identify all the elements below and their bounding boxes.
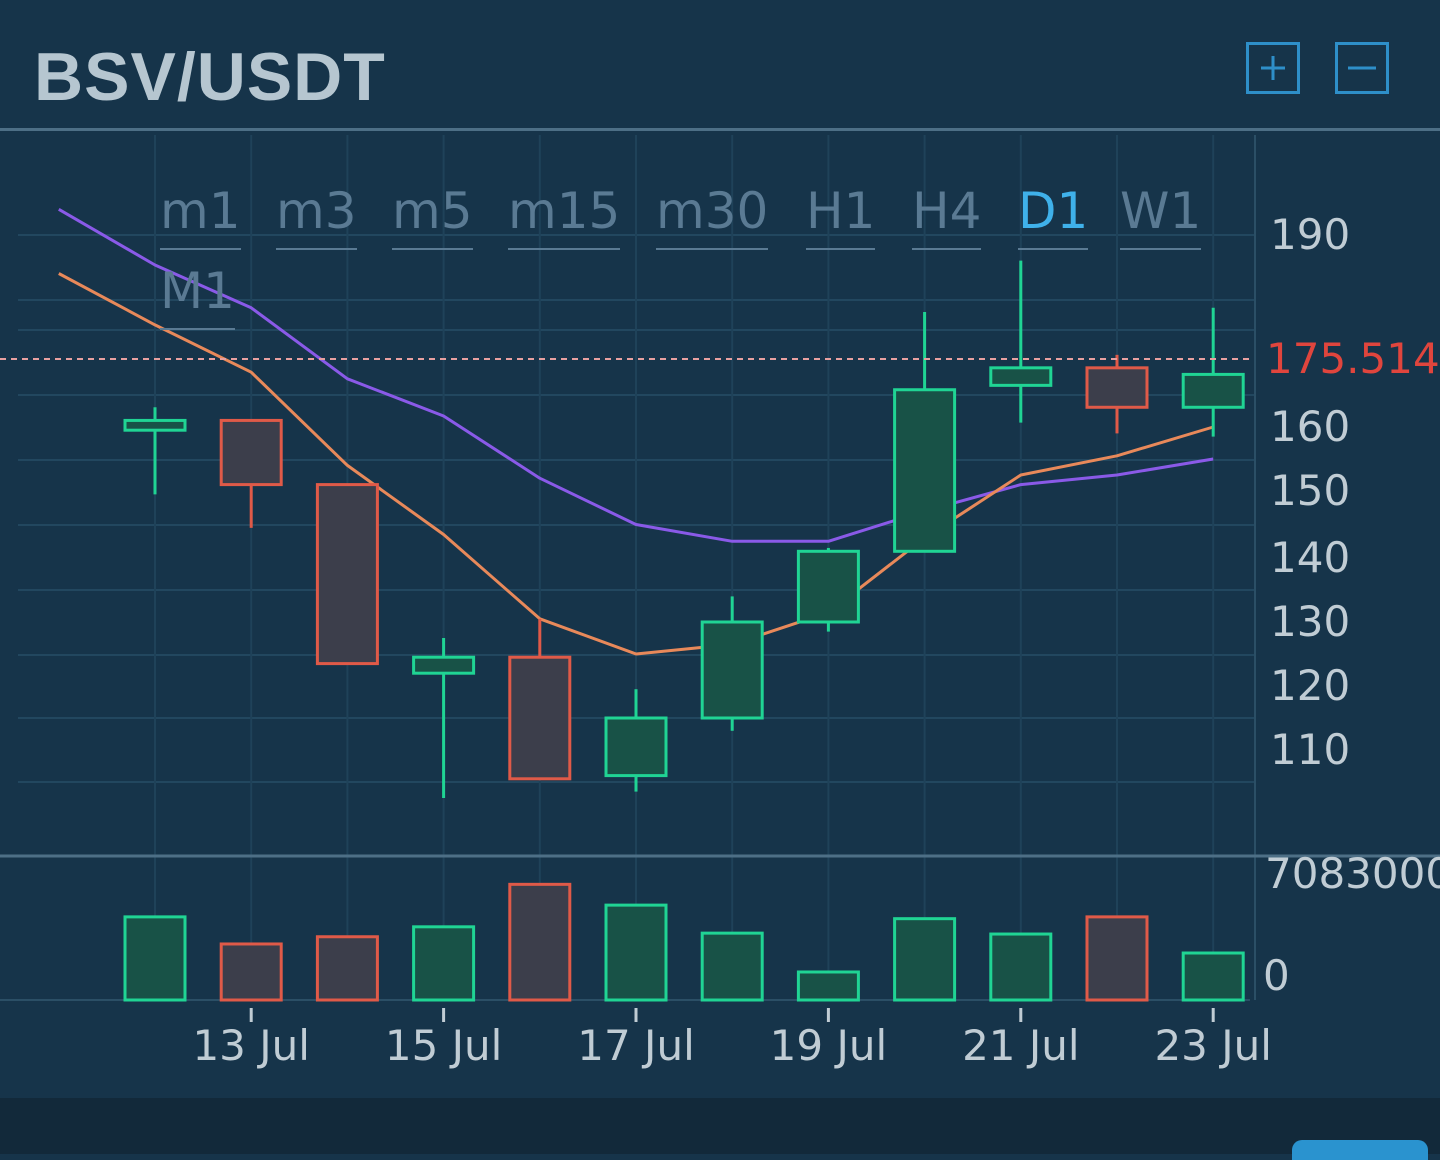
pair-title: BSV/USDT xyxy=(34,39,386,115)
volume-bar xyxy=(700,931,764,1002)
candle-body xyxy=(893,388,957,553)
candle-body xyxy=(315,483,379,666)
volume-bar xyxy=(123,915,187,1002)
y-tick-label: 140 xyxy=(1270,533,1350,582)
tab-w1[interactable]: W1 xyxy=(1120,182,1202,250)
x-tick-label: 17 Jul xyxy=(577,1021,694,1070)
zoom-out-button[interactable] xyxy=(1335,42,1389,94)
header-divider xyxy=(0,128,1440,131)
x-tick-label: 23 Jul xyxy=(1154,1021,1271,1070)
plus-icon xyxy=(1261,56,1285,80)
x-tick-label: 15 Jul xyxy=(385,1021,502,1070)
tab-m3[interactable]: m3 xyxy=(276,182,357,250)
tab-m5[interactable]: m5 xyxy=(392,182,473,250)
candle-body xyxy=(1085,366,1149,409)
volume-zero-label: 0 xyxy=(1263,951,1290,1000)
candle-body xyxy=(604,716,668,778)
chart-header: BSV/USDT xyxy=(0,0,1440,130)
tab-h4[interactable]: H4 xyxy=(912,182,982,250)
volume-max-label: 7083000 xyxy=(1265,849,1440,898)
tab-M1[interactable]: M1 xyxy=(160,262,235,330)
tab-m15[interactable]: m15 xyxy=(508,182,621,250)
y-tick-label: 190 xyxy=(1270,210,1350,259)
current-price-label: 175.514 xyxy=(1266,334,1440,383)
ma-slow-line xyxy=(58,208,1214,543)
volume-bar xyxy=(989,932,1053,1002)
candle-body xyxy=(700,620,764,720)
volume-bar xyxy=(412,925,476,1002)
minus-icon xyxy=(1348,66,1376,70)
candle-body xyxy=(508,655,572,781)
ma-fast-line xyxy=(58,272,1214,656)
candle-body xyxy=(123,418,187,432)
bottom-bar xyxy=(0,1098,1440,1154)
volume-bar xyxy=(893,917,957,1002)
candle-body xyxy=(219,418,283,487)
tab-h1[interactable]: H1 xyxy=(806,182,876,250)
candle-body xyxy=(796,549,860,624)
tab-d1[interactable]: D1 xyxy=(1018,182,1089,250)
tab-m1[interactable]: m1 xyxy=(160,182,241,250)
zoom-in-button[interactable] xyxy=(1246,42,1300,94)
y-tick-label: 110 xyxy=(1270,725,1350,774)
candle-body xyxy=(989,366,1053,387)
volume-bar xyxy=(1085,915,1149,1002)
x-tick-label: 21 Jul xyxy=(962,1021,1079,1070)
y-tick-label: 160 xyxy=(1270,402,1350,451)
tab-m30[interactable]: m30 xyxy=(656,182,769,250)
bottom-action-tab[interactable] xyxy=(1292,1140,1428,1160)
volume-bar xyxy=(315,935,379,1002)
x-tick-label: 13 Jul xyxy=(192,1021,309,1070)
candle-body xyxy=(1181,372,1245,409)
y-tick-label: 120 xyxy=(1270,661,1350,710)
volume-bar xyxy=(1181,951,1245,1002)
y-tick-label: 150 xyxy=(1270,466,1350,515)
y-tick-label: 130 xyxy=(1270,597,1350,646)
volume-bar xyxy=(604,903,668,1002)
candle-body xyxy=(412,655,476,675)
volume-bar xyxy=(219,942,283,1002)
x-tick-label: 19 Jul xyxy=(770,1021,887,1070)
volume-bar xyxy=(508,882,572,1002)
volume-bar xyxy=(796,970,860,1002)
